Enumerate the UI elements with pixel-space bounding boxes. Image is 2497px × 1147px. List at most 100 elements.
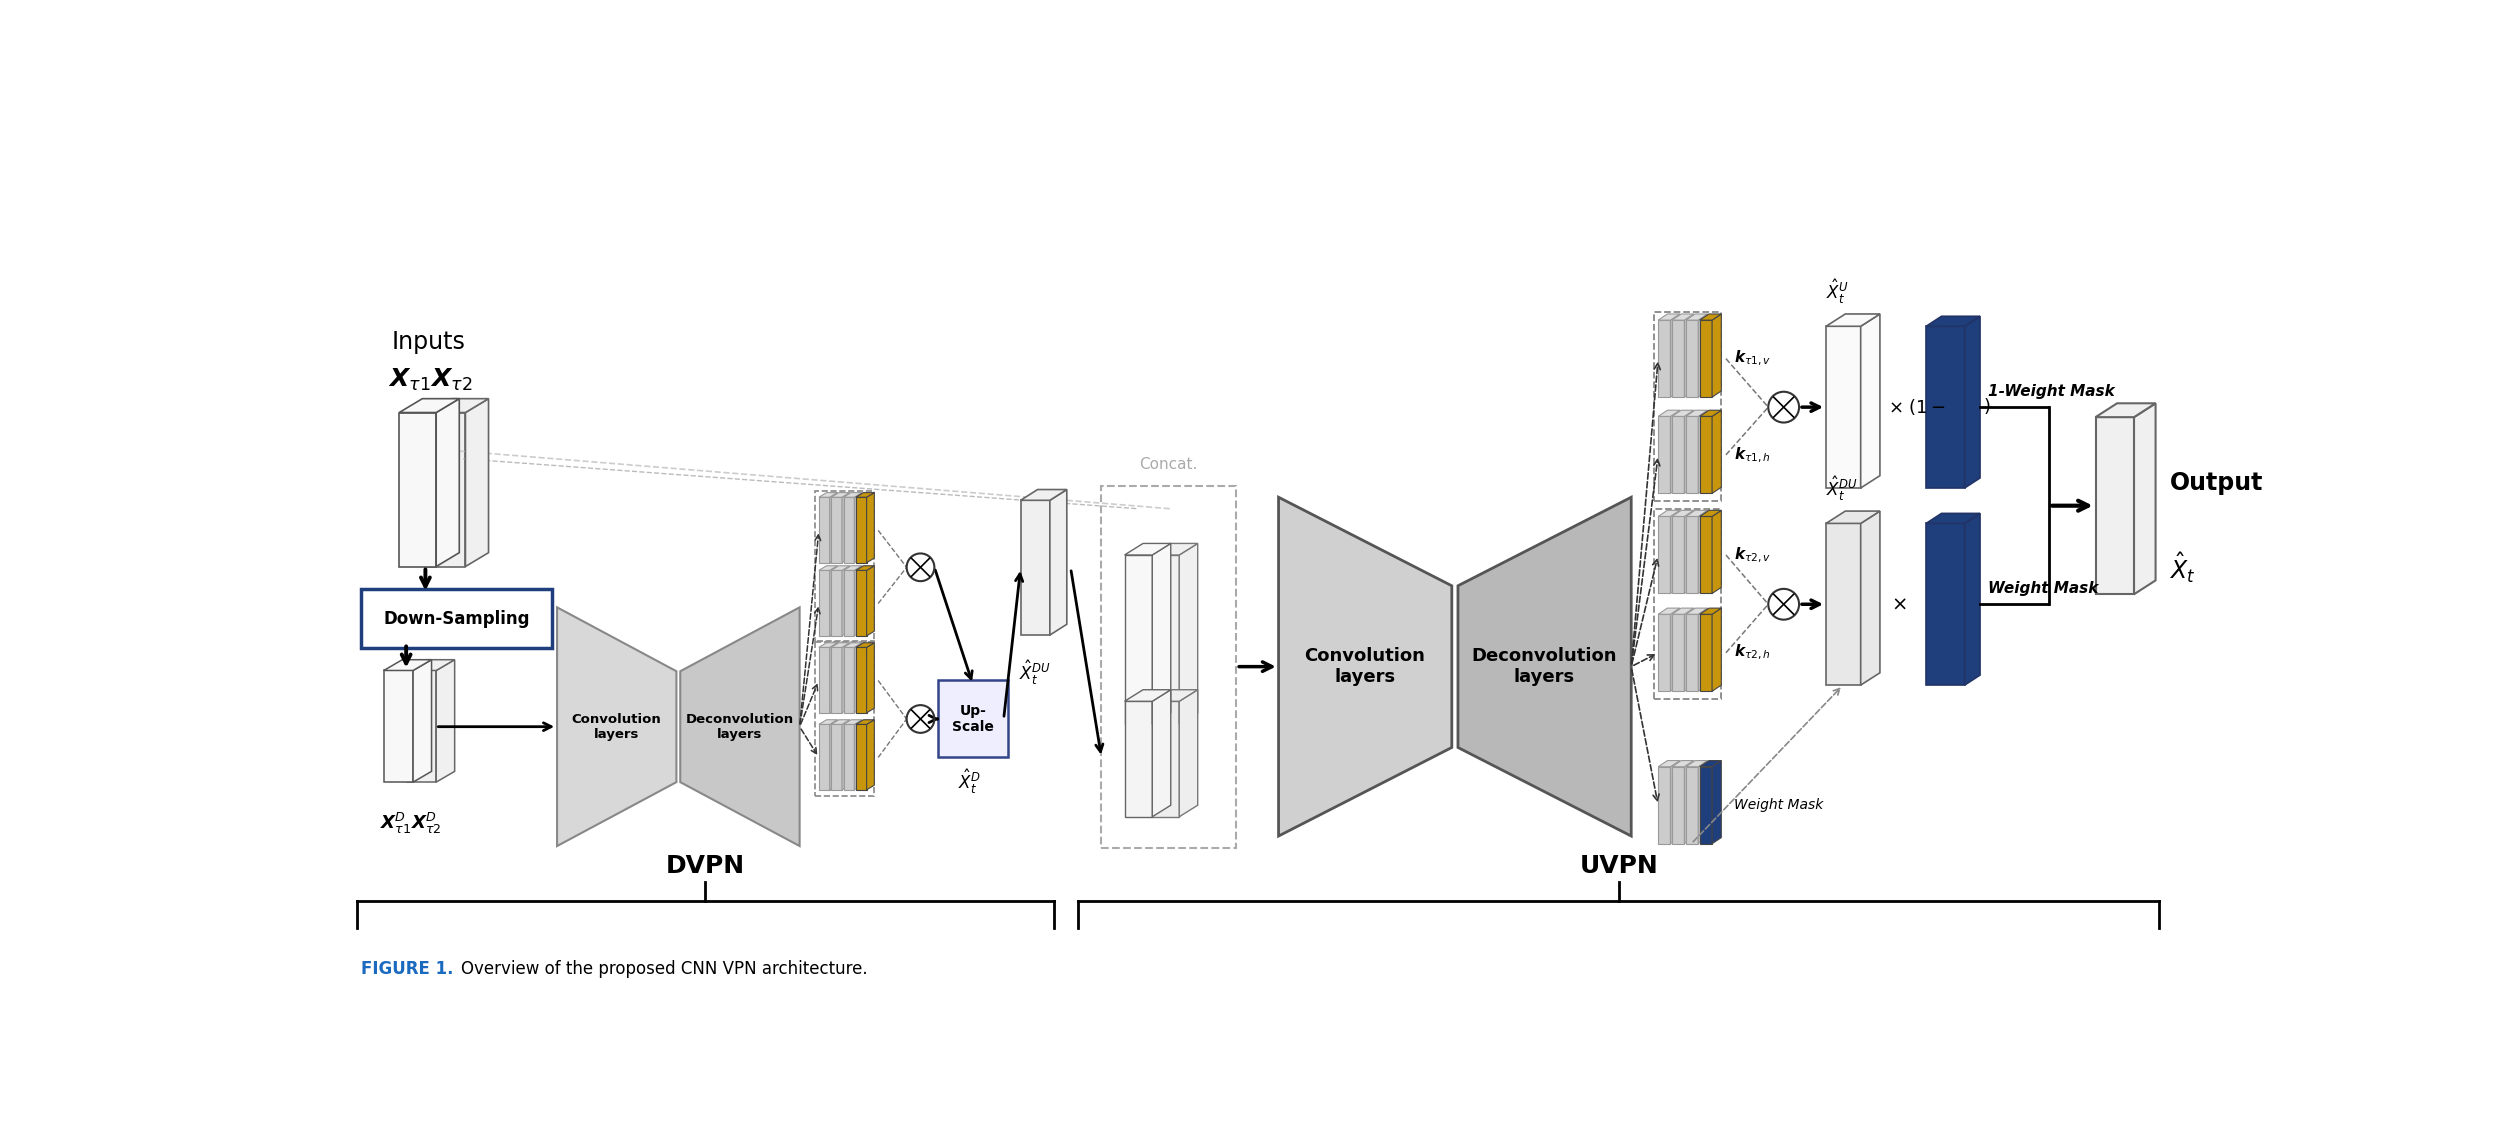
Polygon shape bbox=[856, 492, 874, 498]
Polygon shape bbox=[1685, 314, 1693, 397]
Polygon shape bbox=[1658, 416, 1670, 493]
Polygon shape bbox=[1278, 498, 1451, 836]
Polygon shape bbox=[832, 498, 841, 563]
Polygon shape bbox=[1151, 555, 1179, 725]
Text: Concat.: Concat. bbox=[1139, 457, 1199, 471]
Text: $\boldsymbol{X}_{\tau 1}\boldsymbol{X}_{\tau 2}$: $\boldsymbol{X}_{\tau 1}\boldsymbol{X}_{… bbox=[387, 366, 472, 392]
Polygon shape bbox=[841, 720, 849, 790]
Polygon shape bbox=[1700, 516, 1713, 593]
Polygon shape bbox=[819, 725, 829, 790]
Text: UVPN: UVPN bbox=[1581, 855, 1658, 879]
Polygon shape bbox=[1700, 416, 1713, 493]
Polygon shape bbox=[1825, 512, 1880, 523]
Text: $\hat{X}_t^{DU}$: $\hat{X}_t^{DU}$ bbox=[1825, 475, 1858, 504]
Polygon shape bbox=[1685, 411, 1708, 416]
Polygon shape bbox=[1713, 510, 1720, 593]
Polygon shape bbox=[557, 608, 677, 846]
Polygon shape bbox=[829, 565, 836, 635]
Polygon shape bbox=[1670, 411, 1680, 493]
Polygon shape bbox=[1698, 510, 1708, 593]
Text: Convolution
layers: Convolution layers bbox=[572, 712, 662, 741]
Polygon shape bbox=[1151, 544, 1171, 725]
Polygon shape bbox=[1151, 701, 1179, 817]
Polygon shape bbox=[437, 660, 454, 782]
Polygon shape bbox=[832, 647, 841, 712]
Polygon shape bbox=[2095, 418, 2135, 594]
Polygon shape bbox=[1124, 701, 1151, 817]
Polygon shape bbox=[819, 570, 829, 635]
Polygon shape bbox=[1698, 760, 1708, 844]
Text: $\hat{X}_t^D$: $\hat{X}_t^D$ bbox=[959, 767, 981, 796]
Polygon shape bbox=[1658, 766, 1670, 844]
Polygon shape bbox=[1658, 760, 1680, 766]
Polygon shape bbox=[1151, 689, 1171, 817]
Polygon shape bbox=[844, 642, 861, 647]
Polygon shape bbox=[854, 492, 861, 563]
Polygon shape bbox=[1021, 500, 1049, 635]
Polygon shape bbox=[1673, 411, 1693, 416]
Polygon shape bbox=[1698, 314, 1708, 397]
Text: $\times\ (1-$: $\times\ (1-$ bbox=[1888, 397, 1945, 418]
Polygon shape bbox=[400, 413, 437, 567]
Text: Deconvolution
layers: Deconvolution layers bbox=[1471, 647, 1618, 686]
Polygon shape bbox=[1049, 490, 1066, 635]
Polygon shape bbox=[829, 642, 836, 712]
Polygon shape bbox=[1700, 608, 1720, 615]
Polygon shape bbox=[844, 720, 861, 725]
Polygon shape bbox=[844, 725, 854, 790]
Polygon shape bbox=[1685, 411, 1693, 493]
Polygon shape bbox=[1673, 516, 1685, 593]
Polygon shape bbox=[1700, 615, 1713, 692]
Polygon shape bbox=[1700, 760, 1720, 766]
Polygon shape bbox=[1658, 314, 1680, 320]
Text: Overview of the proposed CNN VPN architecture.: Overview of the proposed CNN VPN archite… bbox=[462, 960, 866, 978]
Polygon shape bbox=[844, 498, 854, 563]
Text: Weight Mask: Weight Mask bbox=[1733, 798, 1823, 812]
Text: $\boldsymbol{X}_{\tau 1}^D\boldsymbol{X}_{\tau 2}^D$: $\boldsymbol{X}_{\tau 1}^D\boldsymbol{X}… bbox=[380, 811, 442, 836]
Polygon shape bbox=[856, 642, 874, 647]
Polygon shape bbox=[1658, 320, 1670, 397]
Polygon shape bbox=[1673, 766, 1685, 844]
Polygon shape bbox=[819, 565, 836, 570]
Polygon shape bbox=[1925, 514, 1980, 523]
Text: Down-Sampling: Down-Sampling bbox=[385, 609, 529, 627]
Polygon shape bbox=[829, 492, 836, 563]
Polygon shape bbox=[1673, 760, 1693, 766]
Polygon shape bbox=[1658, 608, 1680, 615]
Polygon shape bbox=[407, 660, 454, 671]
Polygon shape bbox=[856, 498, 866, 563]
Polygon shape bbox=[1685, 516, 1698, 593]
Polygon shape bbox=[832, 492, 849, 498]
Text: $\boldsymbol{k}_{\tau 1,v}$: $\boldsymbol{k}_{\tau 1,v}$ bbox=[1733, 349, 1770, 368]
Polygon shape bbox=[1685, 766, 1698, 844]
Text: FIGURE 1.: FIGURE 1. bbox=[360, 960, 454, 978]
FancyBboxPatch shape bbox=[939, 680, 1006, 757]
Polygon shape bbox=[1700, 314, 1720, 320]
Polygon shape bbox=[679, 608, 799, 846]
Polygon shape bbox=[844, 565, 861, 570]
Polygon shape bbox=[1673, 314, 1693, 320]
Polygon shape bbox=[1673, 510, 1693, 516]
Polygon shape bbox=[841, 642, 849, 712]
Polygon shape bbox=[1673, 320, 1685, 397]
Text: $\hat{X}_t^{DU}$: $\hat{X}_t^{DU}$ bbox=[1019, 658, 1051, 687]
Polygon shape bbox=[1685, 416, 1698, 493]
Polygon shape bbox=[841, 565, 849, 635]
Polygon shape bbox=[1685, 314, 1708, 320]
Text: Convolution
layers: Convolution layers bbox=[1303, 647, 1426, 686]
Polygon shape bbox=[1860, 314, 1880, 487]
Bar bbox=[814, 641, 874, 796]
Text: Output: Output bbox=[2170, 470, 2262, 494]
Text: $\boldsymbol{k}_{\tau 1,h}$: $\boldsymbol{k}_{\tau 1,h}$ bbox=[1733, 445, 1770, 465]
Polygon shape bbox=[1925, 317, 1980, 326]
Polygon shape bbox=[832, 565, 849, 570]
Polygon shape bbox=[854, 565, 861, 635]
Polygon shape bbox=[1670, 314, 1680, 397]
Polygon shape bbox=[856, 565, 874, 570]
Polygon shape bbox=[832, 725, 841, 790]
Polygon shape bbox=[1685, 615, 1698, 692]
Polygon shape bbox=[1860, 512, 1880, 685]
Polygon shape bbox=[1713, 608, 1720, 692]
Polygon shape bbox=[819, 642, 836, 647]
Bar bbox=[1653, 312, 1720, 501]
